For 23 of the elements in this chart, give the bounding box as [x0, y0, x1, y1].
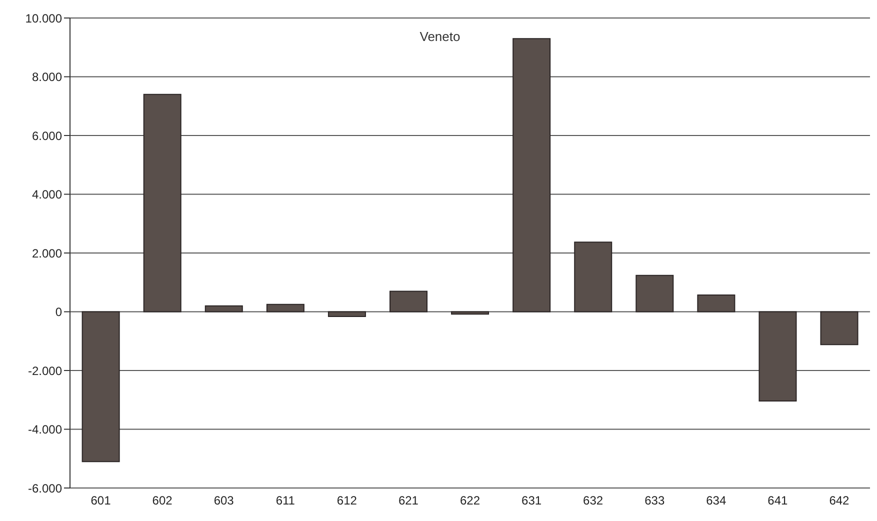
x-tick-label: 642: [829, 494, 850, 508]
x-tick-label: 631: [522, 494, 542, 508]
x-tick-label: 632: [583, 494, 604, 508]
x-tick-label: 634: [706, 494, 726, 508]
text: Veneto: [418, 29, 462, 44]
x-tick-label: 621: [398, 494, 419, 508]
y-tick-label: 10.000: [25, 11, 62, 26]
x-tick-label: 641: [768, 494, 788, 508]
y-tick-label: -6.000: [28, 481, 62, 496]
y-tick-label: 6.000: [32, 128, 62, 143]
x-tick-label: 612: [336, 494, 358, 508]
x-tick-label: 611: [276, 494, 296, 508]
y-tick-label: 2.000: [32, 246, 62, 260]
y-tick-label: 8.000: [32, 70, 62, 84]
x-tick-label: 603: [214, 494, 234, 508]
x-tick-label: 602: [152, 494, 173, 508]
y-tick-label: 4.000: [32, 188, 62, 202]
y-tick-label: -2.000: [28, 364, 62, 378]
y-tick-label: -4.000: [28, 422, 62, 437]
x-tick-label: 601: [90, 494, 112, 508]
x-tick-label: 633: [644, 494, 665, 508]
x-tick-label: 622: [460, 494, 480, 508]
y-tick-label: 0: [55, 305, 62, 320]
